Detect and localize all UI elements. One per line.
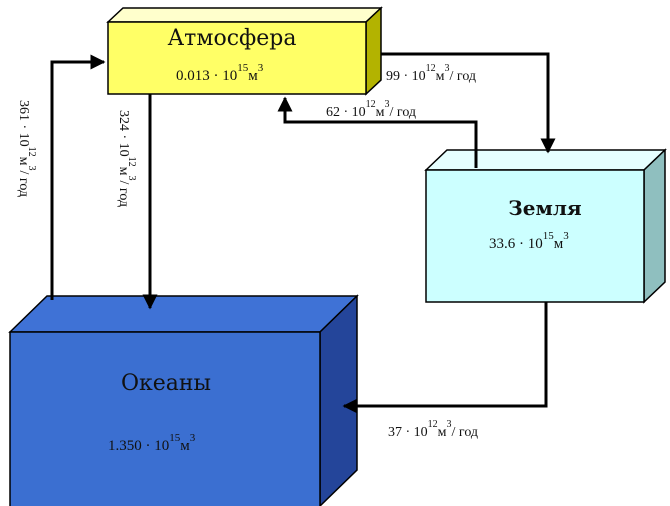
oceans-volume: 1.350 · 1015м3 xyxy=(108,432,196,454)
atmosphere-title: Атмосфера xyxy=(168,26,297,51)
land-volume: 33.6 · 1015м3 xyxy=(489,230,569,252)
land-box: Земля 33.6 · 1015м3 xyxy=(424,148,667,304)
arrow-ocean-to-atmosphere xyxy=(50,54,106,300)
atmosphere-box-top xyxy=(106,7,383,23)
flow-label-atmosphere-to-ocean: 324 · 1012м3/ год xyxy=(116,110,137,207)
oceans-box-side xyxy=(319,294,358,506)
land-box-side xyxy=(643,148,666,304)
flow-label-land-to-ocean: 37 · 1012м3/ год xyxy=(388,419,478,440)
arrow-land-to-ocean xyxy=(342,302,548,414)
oceans-box-top xyxy=(8,295,359,333)
land-box-front xyxy=(425,169,645,303)
oceans-box: Океаны 1.350 · 1015м3 xyxy=(8,294,359,506)
atmosphere-box-side xyxy=(365,6,382,96)
atmosphere-volume: 0.013 · 1015м3 xyxy=(176,62,264,84)
flow-label-ocean-to-atmosphere: 361 · 1012м3/ год xyxy=(16,100,37,197)
arrow-atmosphere-to-land xyxy=(381,52,556,154)
arrow-land-to-atmosphere xyxy=(277,96,478,168)
flow-label-land-to-atmosphere: 62 · 1012м3/ год xyxy=(326,99,416,120)
oceans-box-front xyxy=(9,331,321,506)
flow-label-atmosphere-to-land: 99 · 1012м3/ год xyxy=(386,63,476,84)
atmosphere-box: Атмосфера 0.013 · 1015м3 xyxy=(106,6,383,96)
land-box-top xyxy=(424,149,667,171)
oceans-title: Океаны xyxy=(121,371,211,396)
land-title: Земля xyxy=(508,196,582,220)
atmosphere-box-front xyxy=(107,21,367,95)
